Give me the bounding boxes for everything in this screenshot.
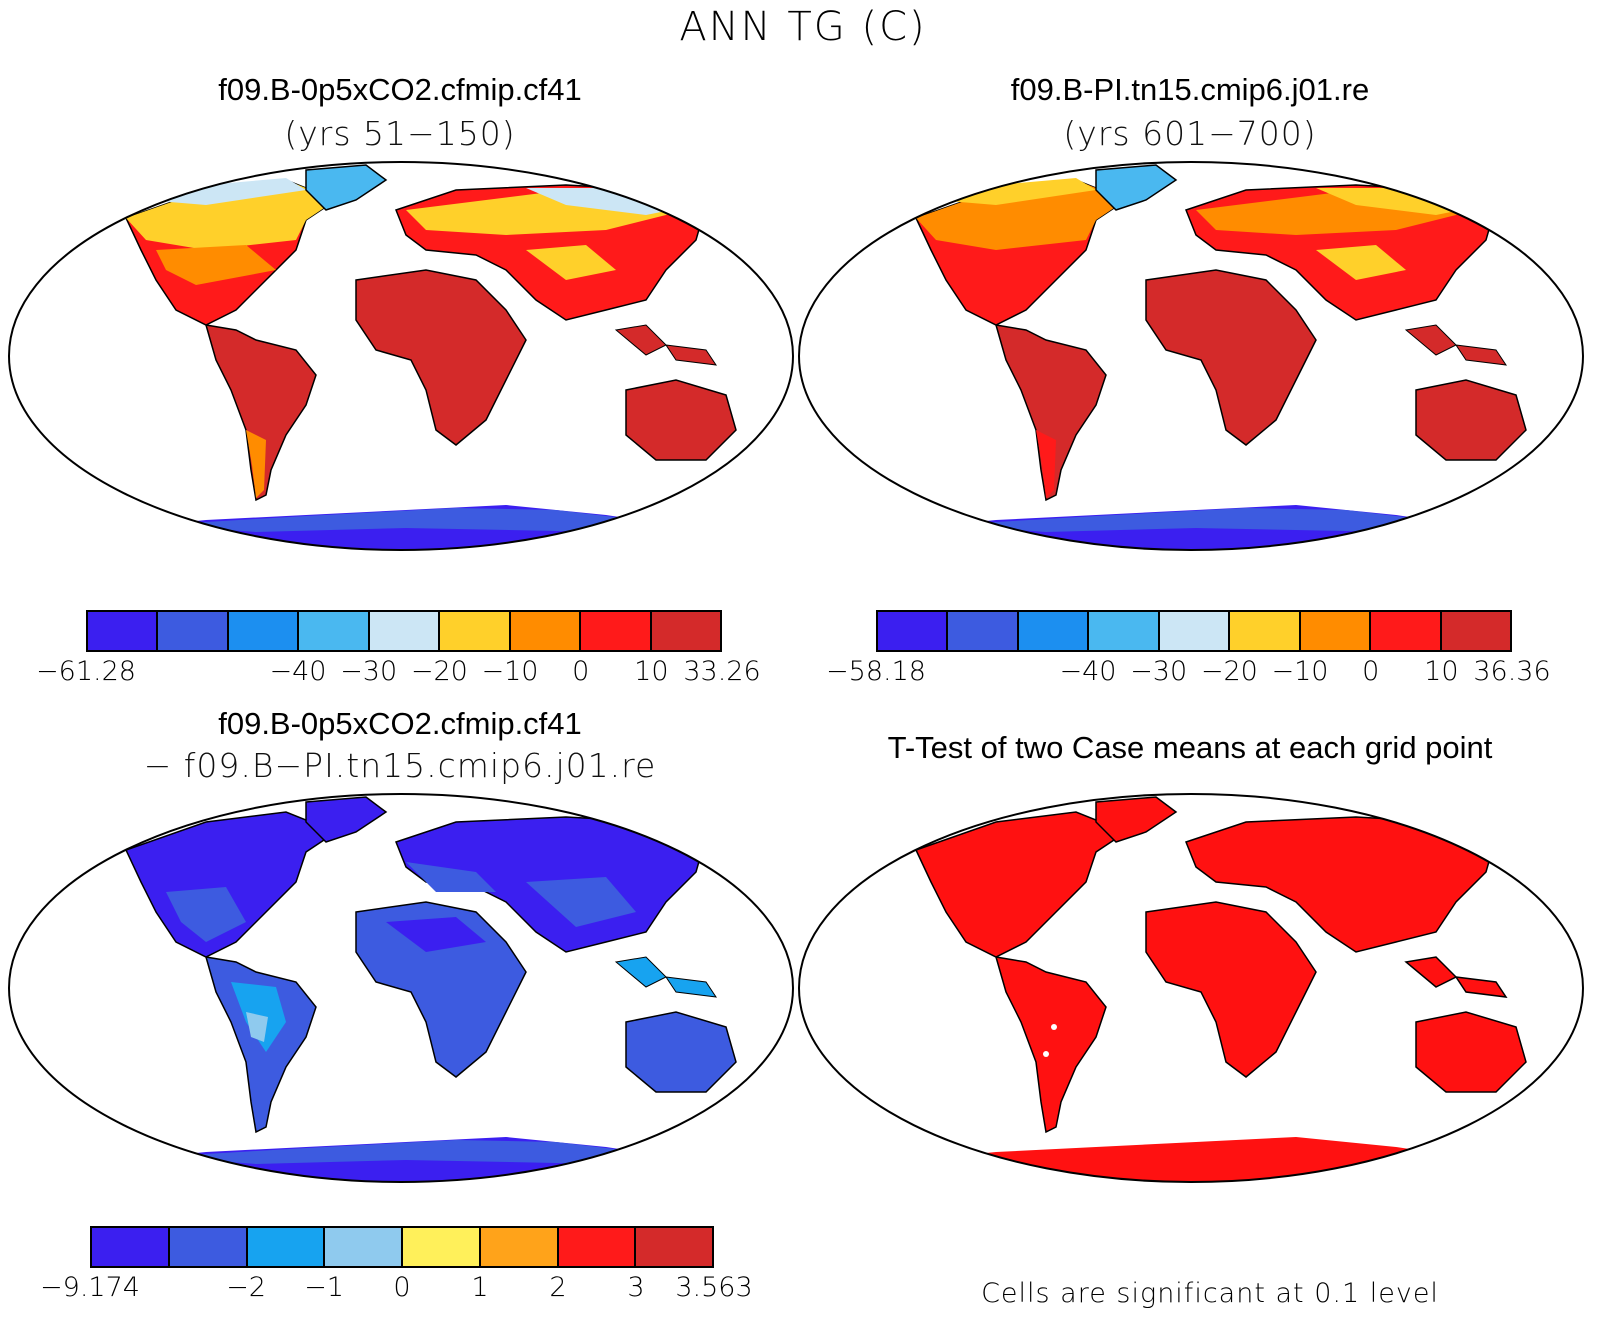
colorbar-2-tick-label: 10 xyxy=(1424,656,1459,687)
map-panel-1 xyxy=(8,161,794,551)
colorbar-1-swatch xyxy=(158,612,229,650)
colorbar-2-tick-label: −30 xyxy=(1130,656,1188,687)
colorbar-3-tick-label: −2 xyxy=(226,1272,266,1303)
map-panel-3 xyxy=(8,793,794,1183)
colorbar-3-tick-label: 3.563 xyxy=(675,1272,753,1303)
colorbar-1-tick-label: −20 xyxy=(410,656,468,687)
australia-land xyxy=(625,379,737,461)
greenland-land xyxy=(305,164,388,211)
panel2-subtitle: (yrs 601−700) xyxy=(1063,114,1317,153)
colorbar-3-swatch xyxy=(325,1228,403,1266)
colorbar-3-swatch xyxy=(636,1228,712,1266)
colorbar-2-swatch xyxy=(1230,612,1301,650)
map-panel-4 xyxy=(798,793,1584,1183)
colorbar-2-swatch xyxy=(878,612,949,650)
colorbar-3-tick-label: −1 xyxy=(304,1272,344,1303)
colorbar-3-tick-label: 0 xyxy=(393,1272,411,1303)
colorbar-2-tick-label: 0 xyxy=(1362,656,1380,687)
colorbar-3-swatch xyxy=(403,1228,481,1266)
map-panel-2 xyxy=(798,161,1584,551)
panel2-title: f09.B-PI.tn15.cmip6.j01.re xyxy=(1010,72,1370,107)
colorbar-1-tick-label: 10 xyxy=(634,656,669,687)
colorbar-1-tick-label: 0 xyxy=(572,656,590,687)
colorbar-2-tick-label: −10 xyxy=(1271,656,1329,687)
colorbar-1-swatch xyxy=(228,612,300,650)
colorbar-1-swatch xyxy=(651,612,720,650)
colorbar-2-swatch xyxy=(1018,612,1090,650)
colorbar-1-swatch xyxy=(369,612,441,650)
colorbar-2-swatch xyxy=(1089,612,1160,650)
colorbar-3-tick-label: −9.174 xyxy=(40,1272,140,1303)
significance-note: Cells are significant at 0.1 level xyxy=(981,1278,1439,1309)
colorbar-3-swatch xyxy=(480,1228,559,1266)
colorbar-1-tick-label: −10 xyxy=(481,656,539,687)
panel3-title: f09.B-0p5xCO2.cfmip.cf41 xyxy=(218,706,582,741)
africa-land xyxy=(355,269,527,446)
colorbar-1-tick-label: −30 xyxy=(340,656,398,687)
colorbar-2-swatch xyxy=(948,612,1019,650)
panel3-subtitle: − f09.B−PI.tn15.cmip6.j01.re xyxy=(143,746,657,785)
colorbar-1-tick-label: −40 xyxy=(269,656,327,687)
panel1-title: f09.B-0p5xCO2.cfmip.cf41 xyxy=(218,72,582,107)
colorbar-1 xyxy=(86,610,722,652)
colorbar-1-swatch xyxy=(299,612,370,650)
colorbar-2-swatch xyxy=(1159,612,1231,650)
colorbar-2-swatch xyxy=(1441,612,1510,650)
colorbar-2-tick-label: −58.18 xyxy=(826,656,926,687)
figure-title: ANN TG (C) xyxy=(679,4,927,50)
colorbar-3-swatch xyxy=(558,1228,637,1266)
colorbar-3-tick-label: 3 xyxy=(627,1272,645,1303)
colorbar-2-swatch xyxy=(1371,612,1442,650)
colorbar-3-tick-label: 2 xyxy=(549,1272,567,1303)
colorbar-2-tick-label: −40 xyxy=(1059,656,1117,687)
colorbar-2-swatch xyxy=(1300,612,1372,650)
colorbar-1-swatch xyxy=(440,612,511,650)
panel1-subtitle: (yrs 51−150) xyxy=(284,114,516,153)
colorbar-3-tick-label: 1 xyxy=(471,1272,489,1303)
colorbar-3-swatch xyxy=(92,1228,170,1266)
colorbar-2-tick-label: 36.36 xyxy=(1473,656,1551,687)
colorbar-1-swatch xyxy=(510,612,582,650)
south-america-land xyxy=(204,324,317,502)
panel4-title: T-Test of two Case means at each grid po… xyxy=(887,730,1493,765)
colorbar-1-tick-label: −61.28 xyxy=(36,656,136,687)
colorbar-3-swatch xyxy=(169,1228,248,1266)
colorbar-1-swatch xyxy=(581,612,652,650)
colorbar-2-tick-label: −20 xyxy=(1200,656,1258,687)
colorbar-1-tick-label: 33.26 xyxy=(683,656,761,687)
colorbar-1-swatch xyxy=(88,612,159,650)
colorbar-2 xyxy=(876,610,1512,652)
colorbar-3 xyxy=(90,1226,714,1268)
colorbar-3-swatch xyxy=(247,1228,326,1266)
